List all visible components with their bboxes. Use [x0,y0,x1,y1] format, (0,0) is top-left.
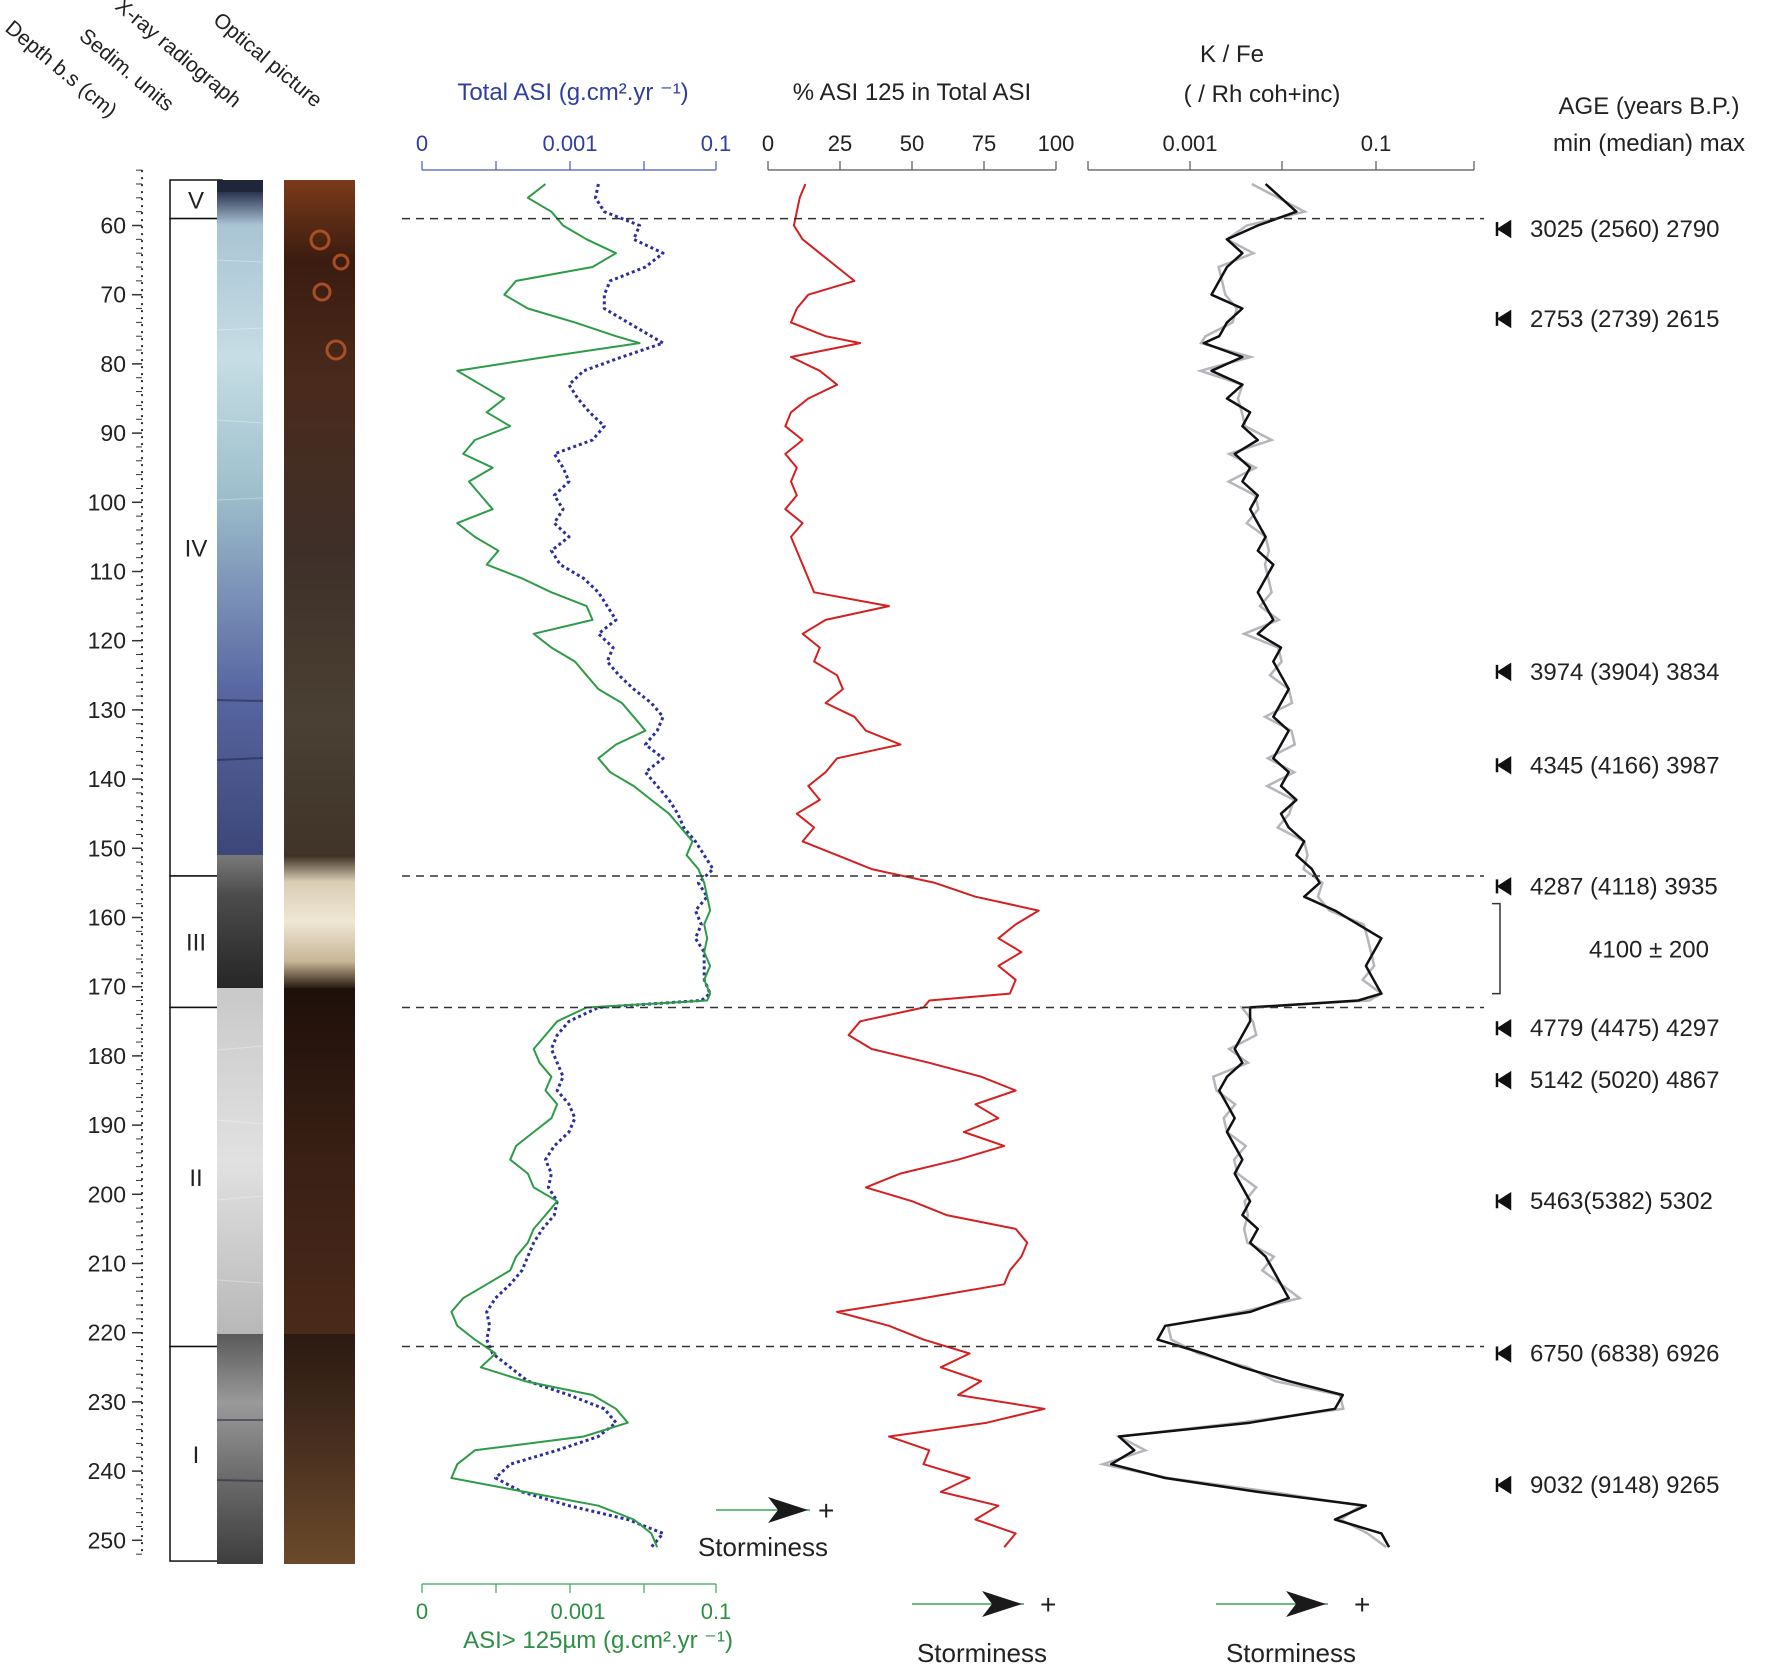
kfe-tick-label: 0.001 [1162,131,1217,156]
age-label: 5142 (5020) 4867 [1530,1067,1720,1094]
age-title-line2: min (median) max [1553,130,1745,157]
pct-tick-label: 75 [972,131,996,156]
depth-tick-label: 160 [88,905,126,931]
asi125-line [450,183,712,1548]
storminess-arrow-pct: + Storminess [912,1589,1056,1668]
storminess-arrowhead-asi [768,1497,808,1523]
depth-tick-label: 210 [88,1251,126,1277]
age-marker [1495,1018,1512,1038]
age-marker [1495,1475,1512,1495]
age-marker [1495,219,1512,239]
storminess-plus-pct: + [1040,1589,1056,1620]
depth-tick-label: 110 [89,559,126,585]
kfe-axis-subtitle: ( / Rh coh+inc) [1184,81,1341,108]
depth-tick-label: 170 [88,974,126,1000]
unit-label-II: II [189,1165,202,1192]
storminess-label-asi: Storminess [698,1532,828,1562]
unit-label-IV: IV [185,535,208,562]
depth-axis: 60 70 80 90 100 110 120 130 140 150 160 170 180 190 20… [88,169,143,1555]
depth-tick-label: 100 [88,489,126,515]
age-label: 4779 (4475) 4297 [1530,1015,1720,1042]
kfe-axis-title: K / Fe [1200,41,1264,68]
unit-boundaries [402,217,1484,1348]
age-label: 4287 (4118) 3935 [1530,873,1718,900]
age-marker [1495,309,1512,329]
kfe-tick-label: 0.1 [1361,131,1392,156]
pct-asi-line [784,183,1046,1548]
age-bracket [1492,902,1501,995]
depth-tick-label: 190 [88,1112,126,1138]
age-label: 4345 (4166) 3987 [1530,752,1720,779]
asi125-axis-title: ASI> 125µm (g.cm².yr ⁻¹) [463,1627,733,1654]
header-depth: Depth b.s (cm) [1,16,121,122]
depth-tick-label: 250 [88,1527,126,1553]
age-marker [1495,877,1512,896]
age-label: 5463(5382) 5302 [1530,1188,1713,1215]
total-asi-axis-title: Total ASI (g.cm².yr ⁻¹) [457,79,688,106]
depth-tick-label: 120 [88,628,126,654]
depth-tick-label: 200 [88,1181,126,1207]
total-asi-tick-label: 0.001 [542,131,597,156]
pct-tick-label: 0 [762,131,774,156]
asi125-tick-label: 0.1 [701,1599,732,1624]
storminess-label-kfe: Storminess [1226,1638,1356,1668]
storminess-arrowhead-pct [982,1591,1022,1617]
depth-tick-label: 140 [88,766,126,792]
total-asi-line [485,183,715,1549]
depth-tick-label: 60 [100,213,126,239]
depth-tick-label: 240 [88,1458,126,1484]
storminess-arrow-asi: + Storminess [698,1495,834,1562]
depth-tick-label: 220 [88,1320,126,1346]
unit-label-III: III [186,930,206,957]
total-asi-tick-label: 0 [416,131,428,156]
age-marker [1495,1070,1512,1090]
storminess-plus-asi: + [818,1495,834,1526]
depth-tick-label: 150 [88,835,126,861]
kfe-line [1109,183,1391,1548]
age-label: 3025 (2560) 2790 [1530,216,1720,243]
depth-tick-label: 230 [88,1389,126,1415]
kfe-raw-envelope [1098,182,1388,1549]
storminess-label-pct: Storminess [917,1638,1047,1668]
kfe-panel: K / Fe ( / Rh coh+inc) 0.001 0.1 [1087,41,1475,1549]
pct-asi-panel: % ASI 125 in Total ASI 0 25 50 75 100 [762,79,1075,1548]
depth-tick-label: 80 [100,351,126,377]
age-label: 2753 (2739) 2615 [1530,306,1720,333]
unit-box-V [169,179,223,220]
pct-tick-label: 25 [828,131,852,156]
age-label: 3974 (3904) 3834 [1530,659,1720,686]
storminess-arrowhead-kfe [1286,1591,1326,1617]
age-title-line1: AGE (years B.P.) [1559,93,1740,120]
age-marker [1495,662,1512,682]
unit-label-I: I [193,1442,200,1469]
age-marker [1495,1191,1512,1211]
optical-picture-strip [284,180,355,1564]
age-marker [1495,1344,1512,1363]
storminess-plus-kfe: + [1354,1589,1370,1620]
total-asi-tick-label: 0.1 [701,131,732,156]
storminess-arrow-kfe: + Storminess [1216,1589,1370,1668]
asi125-tick-label: 0.001 [550,1599,605,1624]
depth-tick-label: 130 [88,697,126,723]
depth-tick-label: 90 [100,420,126,446]
age-bracket-label: 4100 ± 200 [1589,937,1709,964]
xray-radiograph-strip [216,180,264,1564]
asi125-tick-label: 0 [416,1599,428,1624]
pct-tick-label: 50 [900,131,924,156]
unit-box-I [169,1345,223,1562]
pct-axis-title: % ASI 125 in Total ASI [793,79,1031,106]
depth-tick-label: 70 [100,282,126,308]
depth-tick-label: 180 [88,1043,126,1069]
asi-panel: Total ASI (g.cm².yr ⁻¹) 0 0.001 0.1 0 0.001… [416,79,733,1654]
unit-label-V: V [188,187,204,214]
age-label: 6750 (6838) 6926 [1530,1340,1720,1367]
age-column: AGE (years B.P.) min (median) max 3025 (… [1492,93,1745,1499]
age-marker [1495,755,1512,775]
pct-tick-label: 100 [1038,131,1075,156]
age-label: 9032 (9148) 9265 [1530,1472,1720,1499]
